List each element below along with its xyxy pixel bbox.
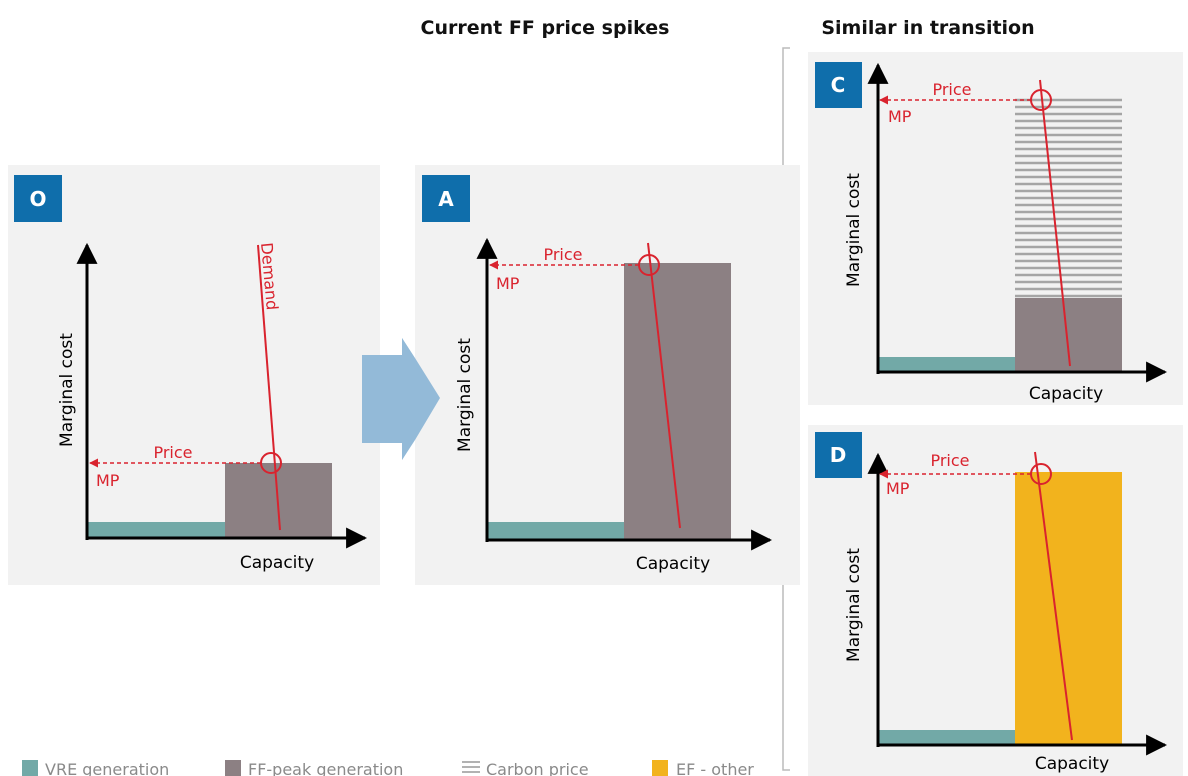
y-label: Marginal cost — [844, 548, 864, 662]
x-label: Capacity — [636, 554, 710, 574]
price-label: Price — [543, 245, 582, 264]
y-label: Marginal cost — [57, 333, 77, 447]
x-label: Capacity — [1035, 754, 1109, 774]
price-label: Price — [153, 443, 192, 462]
vre-bar — [879, 357, 1015, 372]
vre-bar — [879, 730, 1015, 745]
carbon-stripes — [1015, 98, 1122, 298]
transition-arrow — [362, 338, 415, 460]
badge — [422, 175, 470, 222]
panel-bg — [808, 52, 1183, 405]
legend-label: VRE generation — [45, 760, 169, 776]
demand-line — [1039, 79, 1071, 367]
price-label: Price — [932, 80, 971, 99]
panel: O Price MP Demand Marginal cost Capacity — [8, 165, 380, 585]
badge — [815, 62, 862, 108]
ff-bar — [624, 263, 731, 540]
badge-label: A — [438, 187, 454, 211]
panel: A Price MP Marginal cost Capacity — [415, 165, 800, 585]
mp-label: MP — [888, 107, 912, 126]
price-label: Price — [930, 451, 969, 470]
legend-label: Carbon price — [486, 760, 589, 776]
legend-swatch — [225, 760, 241, 776]
transition-arrow-tip — [415, 358, 440, 440]
vre-bar — [88, 522, 225, 538]
panel-bg — [415, 165, 800, 585]
legend-swatch — [22, 760, 38, 776]
panel: D Price MP Marginal cost Capacity — [808, 425, 1183, 776]
x-label: Capacity — [240, 553, 314, 573]
panel: C Price MP Marginal cost Capacity — [808, 52, 1183, 405]
x-label: Capacity — [1029, 384, 1103, 404]
legend: VRE generation FF-peak generation Carbon… — [22, 760, 754, 776]
legend-swatch — [652, 760, 668, 776]
title: Current FF price spikes — [421, 17, 670, 39]
demand-line — [647, 242, 681, 529]
badge-label: C — [831, 73, 846, 97]
demand-line — [257, 244, 281, 531]
badge — [14, 175, 62, 222]
mp-label: MP — [886, 479, 910, 498]
y-label: Marginal cost — [455, 338, 475, 452]
badge-label: D — [830, 443, 847, 467]
mp-label: MP — [496, 274, 520, 293]
panel-bg — [808, 425, 1183, 776]
ef-bar — [1015, 472, 1122, 745]
title: Similar in transition — [821, 17, 1034, 39]
y-label: Marginal cost — [844, 173, 864, 287]
demand-line — [1034, 451, 1073, 741]
badge-label: O — [29, 187, 46, 211]
mp-label: MP — [96, 471, 120, 490]
legend-label: FF-peak generation — [248, 760, 403, 776]
legend-label: EF - other — [676, 760, 754, 776]
badge — [815, 432, 862, 478]
legend-swatch — [462, 761, 480, 773]
vre-bar — [488, 522, 624, 540]
